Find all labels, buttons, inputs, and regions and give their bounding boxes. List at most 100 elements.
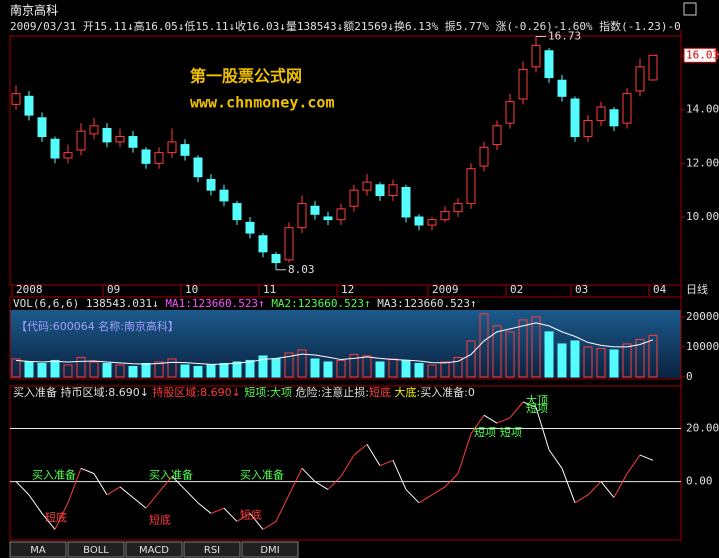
signal-label: 大顶	[526, 393, 548, 407]
volume-bar	[76, 356, 86, 378]
tab-label[interactable]: MA	[30, 545, 46, 556]
candle-body	[349, 189, 359, 207]
candle-body	[388, 184, 398, 197]
candle-body	[154, 152, 164, 164]
candle-body	[648, 54, 658, 81]
indicator-segment	[639, 454, 654, 461]
candle-body	[414, 216, 424, 226]
signal-label: 短底	[240, 507, 262, 521]
tab-label[interactable]: BOLL	[83, 545, 109, 556]
header-item: ↓低15.11	[178, 20, 229, 33]
volume-bar	[115, 364, 125, 378]
indicator-segment	[405, 489, 420, 504]
volume-bar	[596, 347, 606, 378]
candle-body	[63, 152, 73, 159]
volume-bar	[622, 343, 632, 378]
volume-header: VOL(6,6,6) 138543.031↓ MA1:123660.523↑ M…	[13, 297, 477, 310]
indicator-segment	[483, 414, 498, 424]
indicator-segment	[54, 502, 69, 530]
volume-bar	[427, 364, 437, 378]
header-item: MA2:123660.523↑	[271, 297, 377, 310]
candle-body	[401, 186, 411, 218]
candle-body	[167, 141, 177, 154]
candle-body	[531, 44, 541, 68]
indicator-segment	[28, 494, 43, 514]
candle-body	[375, 184, 385, 197]
volume-bar	[63, 364, 73, 378]
y-tick-label: 0.00	[686, 475, 713, 488]
header-item: 持币区域:8.690↓	[61, 385, 153, 399]
y-tick-label: 12.00	[686, 156, 719, 169]
header-item: 涨(-0.26)-1.60%	[489, 20, 593, 33]
candle-body	[219, 189, 229, 202]
volume-bar	[336, 359, 346, 378]
candle-body	[440, 211, 450, 221]
candle-body	[245, 221, 255, 234]
y-tick-label: 0	[686, 370, 693, 383]
candle-body	[583, 119, 593, 138]
candle-body	[622, 93, 632, 124]
watermark-url: www.chnmoney.com	[190, 94, 335, 112]
header-item: VOL(6,6,6)	[13, 297, 86, 310]
volume-bar	[245, 359, 255, 378]
indicator-segment	[249, 513, 264, 530]
candle-body	[557, 79, 567, 97]
header-item: ↓换6.13%	[387, 19, 438, 33]
signal-label: 短底	[45, 510, 67, 524]
y-tick-label: 20.00	[686, 421, 719, 434]
indicator-segment	[418, 494, 433, 504]
tab-label[interactable]: MACD	[139, 545, 169, 556]
last-price-box	[683, 47, 717, 63]
signal-label: 买入准备	[240, 468, 284, 482]
candle-body	[635, 66, 645, 92]
candle-body	[50, 138, 60, 159]
candle-body	[271, 254, 281, 264]
volume-bar	[531, 316, 541, 378]
volume-bar	[557, 343, 567, 378]
volume-bar	[349, 353, 359, 378]
indicator-segment	[574, 494, 589, 504]
indicator-segment	[145, 491, 160, 509]
tab[interactable]	[67, 541, 125, 558]
candle-body	[180, 144, 190, 156]
volume-bar	[89, 361, 99, 378]
volume-bar	[583, 346, 593, 378]
indicator-segment	[509, 401, 524, 419]
volume-bar	[453, 356, 463, 378]
volume-bar	[518, 319, 528, 378]
tab[interactable]	[241, 541, 299, 558]
x-tick-label: 02	[510, 283, 523, 296]
indicator-segment	[587, 481, 602, 496]
indicator-segment	[275, 494, 290, 522]
x-tick-label: 09	[107, 283, 120, 296]
indicator-segment	[171, 475, 186, 490]
candle-body	[492, 125, 502, 146]
tab[interactable]	[183, 541, 241, 558]
indicator-segment	[93, 473, 108, 496]
header-item: 买入准备:0	[420, 385, 475, 399]
tab[interactable]	[9, 541, 67, 558]
indicator-segment	[132, 497, 147, 509]
signal-label: 短底	[149, 513, 171, 527]
indicator-segment	[288, 468, 303, 496]
volume-bar	[401, 359, 411, 378]
indicator-segment	[15, 481, 30, 496]
tab-label[interactable]: DMI	[260, 545, 279, 556]
indicator-segment	[80, 467, 95, 475]
tab[interactable]	[125, 541, 183, 558]
header-item: MA1:123660.523↑	[165, 297, 271, 310]
volume-bar	[544, 331, 554, 378]
window-icon[interactable]	[683, 2, 697, 16]
x-tick-label: 2008	[16, 283, 43, 296]
header-item: 危险:注意止损:	[296, 385, 369, 399]
header-item: 开15.11	[76, 20, 127, 33]
tab-label[interactable]: RSI	[204, 545, 220, 556]
candle-body	[297, 203, 307, 229]
volume-ma-line	[15, 322, 654, 365]
indicator-segment	[457, 433, 472, 474]
candle-body	[336, 208, 346, 221]
indicator-segment	[327, 475, 342, 490]
volume-bar	[492, 325, 502, 378]
